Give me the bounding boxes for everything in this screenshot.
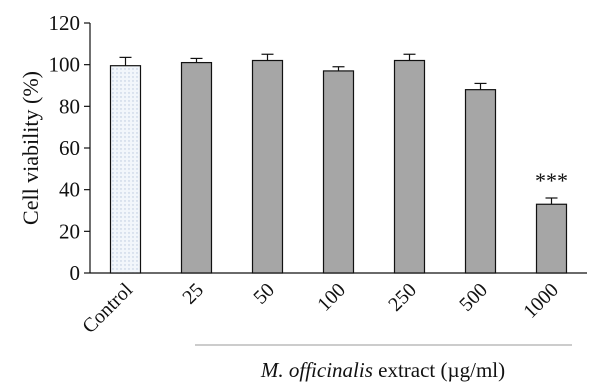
bar-control: [109, 65, 142, 274]
x-tick-label: 100: [313, 279, 350, 316]
x-axis-label-species: M. officinalis: [260, 358, 373, 382]
y-tick-label: 0: [70, 261, 81, 285]
y-tick-label: 100: [49, 53, 81, 77]
x-tick-label: 50: [249, 279, 279, 309]
x-axis-ticks: Control 25 50 100 250 500 1000: [78, 279, 563, 338]
y-tick-label: 20: [59, 219, 80, 243]
bar-100: [322, 70, 355, 274]
x-tick-label: 500: [455, 279, 492, 316]
bar-25: [180, 61, 213, 274]
y-tick-label: 40: [59, 178, 80, 202]
y-axis-label: Cell viability (%): [18, 71, 43, 225]
x-tick-label: 25: [178, 279, 208, 309]
bar-50: [251, 59, 284, 274]
y-tick-label: 80: [59, 94, 80, 118]
bar-1000: [535, 203, 568, 274]
x-axis-label: M. officinalis extract (µg/ml): [260, 358, 505, 382]
y-tick-label: 60: [59, 136, 80, 160]
y-tick-label: 120: [49, 11, 81, 35]
bar-500: [464, 89, 497, 274]
x-tick-label: Control: [78, 279, 137, 338]
bars: ***: [109, 53, 568, 274]
x-axis-label-unit: extract (µg/ml): [373, 358, 505, 382]
bar-250: [393, 59, 426, 274]
x-tick-label: 250: [384, 279, 421, 316]
x-tick-label: 1000: [519, 279, 563, 323]
significance-marker: ***: [535, 168, 568, 193]
